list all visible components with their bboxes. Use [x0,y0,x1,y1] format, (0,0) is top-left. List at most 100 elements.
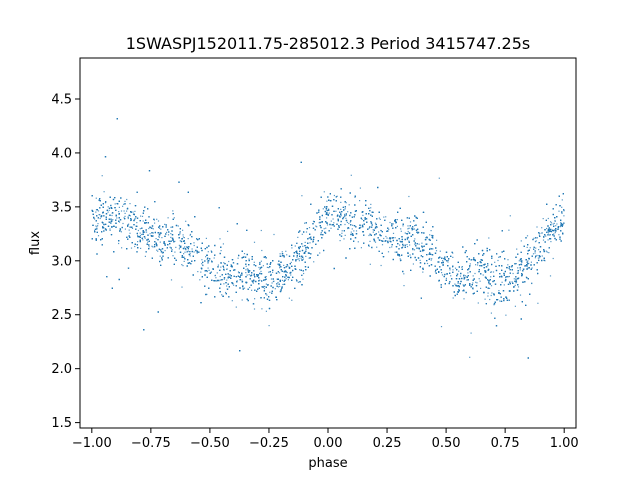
data-point [273,233,275,236]
data-point [436,239,438,241]
data-point [296,256,298,258]
data-point [524,265,526,267]
data-point [469,266,471,268]
data-point [142,220,144,222]
data-point [561,212,563,214]
data-point [277,263,279,265]
data-point [515,281,518,283]
data-point [246,268,248,270]
data-point [447,261,449,263]
data-point [487,295,489,297]
data-point [326,224,329,226]
data-point [454,267,457,269]
data-point [207,251,209,253]
data-point [277,286,279,288]
data-point [556,223,558,225]
data-point [405,233,407,235]
data-point [379,218,381,220]
data-point [479,280,481,282]
data-point [123,203,125,205]
data-point [187,250,189,252]
data-point [95,225,97,227]
data-point [396,225,398,227]
data-point [187,238,189,240]
data-point [459,275,462,277]
data-point [530,261,532,263]
data-point [259,279,261,281]
data-point [118,206,120,208]
data-point [229,274,231,276]
data-point [193,242,195,244]
data-point [381,244,384,246]
data-point [265,310,267,312]
data-point [305,231,308,233]
data-point [304,241,306,243]
data-point [186,251,188,253]
data-point [278,272,281,274]
data-point [179,232,181,234]
data-point [552,257,554,260]
data-point [315,225,317,227]
data-point [134,218,136,221]
data-point [561,199,563,201]
data-point [478,278,480,280]
data-point [249,286,251,289]
data-point [449,269,451,271]
data-point [120,231,122,233]
data-point [161,237,163,239]
data-point [179,240,181,242]
data-point [487,292,489,294]
data-point [145,231,148,233]
data-point [450,275,452,277]
data-point [123,217,125,219]
data-point [472,275,474,277]
data-point [181,264,183,266]
data-point [527,267,529,269]
data-point [144,255,146,257]
data-point [207,267,209,269]
data-point [463,276,465,278]
data-point [336,195,338,197]
data-point [412,263,414,265]
data-point [161,252,163,254]
data-point [99,217,101,220]
data-point [147,241,149,243]
scatter-points [91,118,565,359]
data-point [323,228,325,230]
data-point [223,266,225,269]
data-point [286,254,288,256]
data-point [476,282,478,284]
data-point [383,237,385,240]
data-point [351,228,353,230]
data-point [282,283,284,286]
data-point [253,241,256,243]
data-point [261,249,263,252]
data-point [429,257,431,260]
data-point [339,240,341,242]
data-point [466,279,468,281]
data-point [552,223,554,225]
data-point [330,227,332,229]
data-point [285,271,287,273]
data-point [341,232,343,234]
data-point [563,215,565,217]
data-point [243,253,246,255]
data-point [260,229,262,232]
data-point [245,272,247,274]
data-point [230,264,232,266]
data-point [97,225,99,227]
data-point [452,252,454,254]
data-point [308,237,310,239]
data-point [544,260,546,262]
data-point [548,252,550,254]
data-point [432,248,434,250]
data-point [286,271,288,274]
data-point [559,226,561,228]
data-point [127,217,129,220]
data-point [516,248,518,250]
data-point [339,216,341,218]
data-point [170,279,173,281]
data-point [152,246,154,248]
data-point [139,232,141,234]
